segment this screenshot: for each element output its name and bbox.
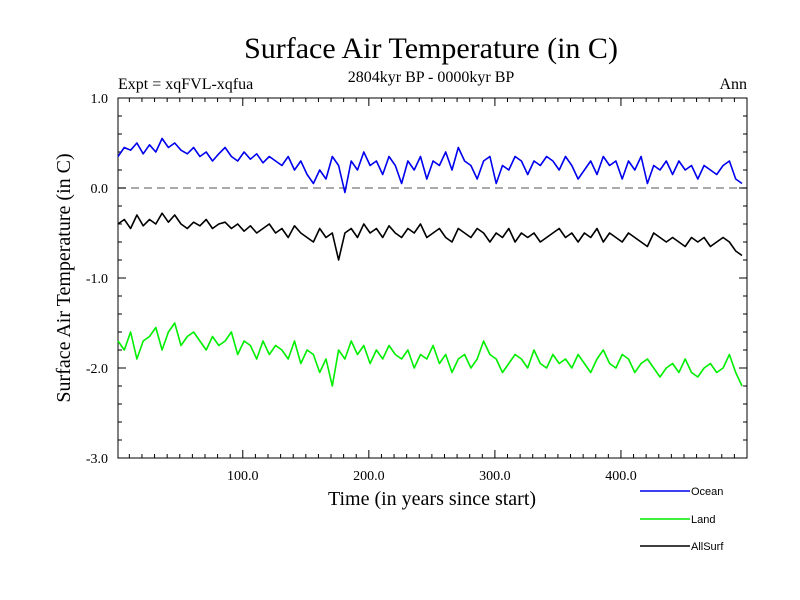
x-tick-label: 200.0 <box>353 469 385 484</box>
x-tick-label: 300.0 <box>479 469 511 484</box>
x-tick-labels: 100.0 200.0 300.0 400.0 <box>227 469 637 484</box>
chart-subtitle: 2804kyr BP - 0000kyr BP <box>348 69 515 86</box>
x-axis-label: Time (in years since start) <box>328 488 536 510</box>
plot-frame <box>117 97 748 459</box>
y-tick-label: -2.0 <box>86 362 108 377</box>
legend-allsurf-label: AllSurf <box>691 541 724 553</box>
y-tick-label: -3.0 <box>86 452 108 467</box>
y-tick-label: -1.0 <box>86 272 108 287</box>
x-tick-label: 100.0 <box>227 469 259 484</box>
series-line-land <box>117 322 743 387</box>
series-lines <box>117 137 743 387</box>
axis-ticks <box>118 97 747 459</box>
experiment-label: Expt = xqFVL-xqfua <box>118 76 253 93</box>
y-tick-label: 1.0 <box>91 92 109 107</box>
x-tick-label: 400.0 <box>605 469 637 484</box>
season-label: Ann <box>719 76 747 93</box>
legend-ocean-label: Ocean <box>691 486 723 498</box>
series-line-allsurf <box>117 212 743 261</box>
y-tick-labels: 1.0 0.0 -1.0 -2.0 -3.0 <box>86 92 108 467</box>
y-tick-label: 0.0 <box>91 182 109 197</box>
chart-title: Surface Air Temperature (in C) <box>244 32 618 65</box>
y-axis-label: Surface Air Temperature (in C) <box>53 153 75 402</box>
series-line-ocean <box>117 137 743 194</box>
legend-land-label: Land <box>691 514 715 526</box>
legend: Ocean Land AllSurf <box>640 486 724 553</box>
